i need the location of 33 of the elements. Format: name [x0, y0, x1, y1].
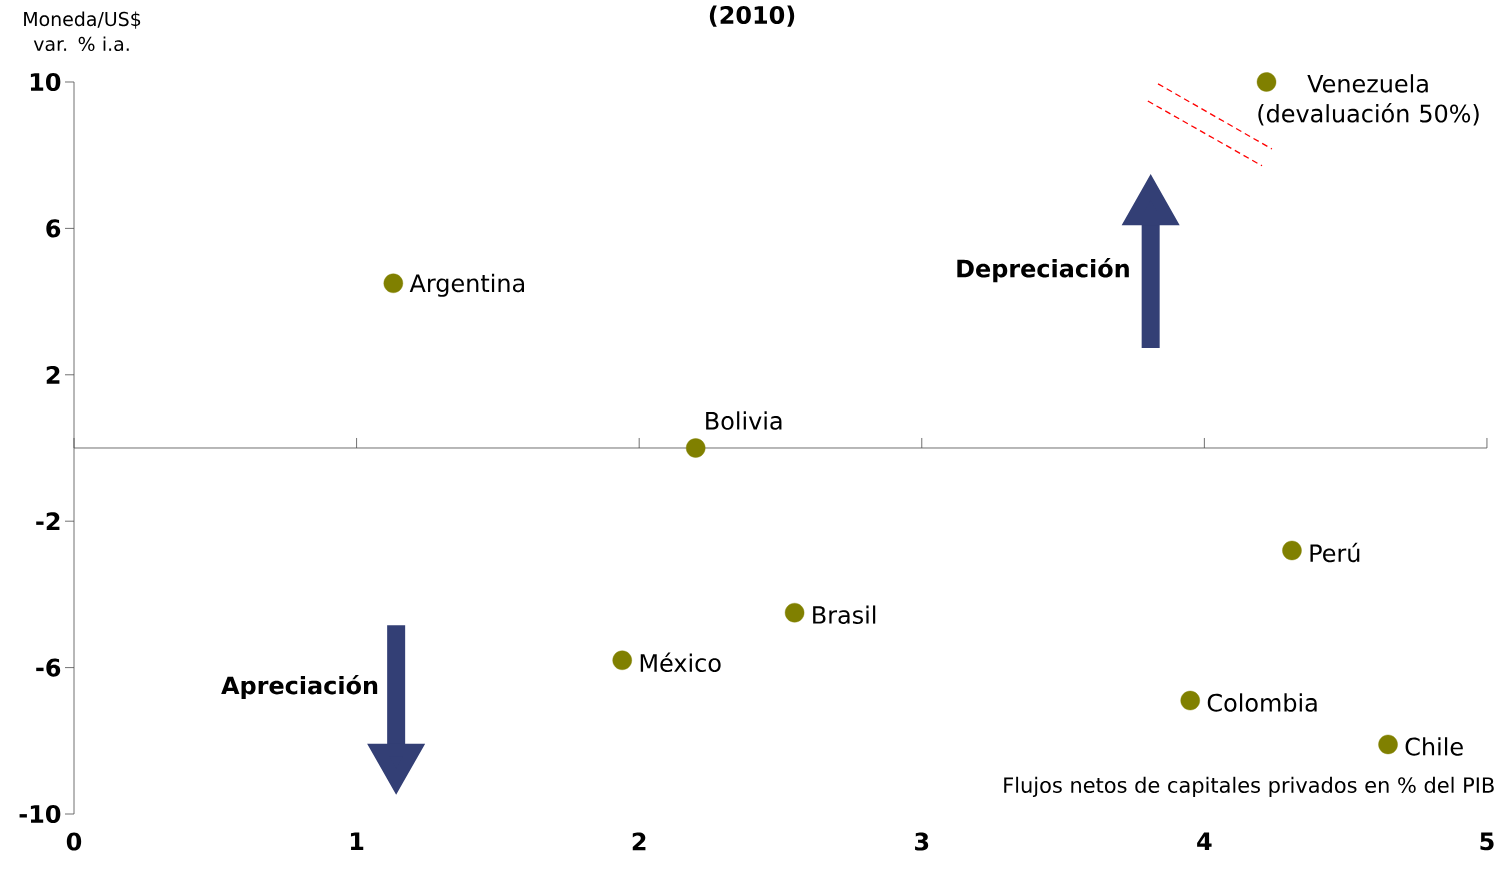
y-tick-label: 10: [30, 72, 61, 92]
point: [1256, 72, 1277, 92]
annotation: México: [640, 652, 721, 673]
annotation: Argentina: [409, 273, 525, 297]
annotation: Venezuela (devaluación 50%): [1258, 74, 1479, 126]
annotation: Colombia: [1207, 693, 1317, 712]
annotation: Bolivia: [706, 411, 782, 430]
point: [1282, 540, 1302, 561]
x-tick-label: 0: [66, 832, 82, 851]
point: [1378, 734, 1398, 755]
x-axis-title: Flujos netos de capitales privados en % del PIB: [1004, 776, 1494, 798]
y-tick-label: -6: [36, 658, 61, 677]
y-tick-label: 2: [46, 365, 60, 384]
annotation: Chile: [1405, 737, 1463, 756]
y-axis-title: Moneda/US$ var. % i.a.: [24, 11, 141, 52]
x-tick-label: 5: [1480, 832, 1494, 851]
point: [686, 438, 706, 458]
annotation: Depreciación: [957, 258, 1129, 283]
chart-title: (2010): [709, 5, 795, 27]
y-tick-label: -2: [36, 512, 60, 531]
annotation: Brasil: [813, 605, 876, 624]
x-tick-label: 4: [1197, 832, 1212, 850]
annotation: Perú: [1310, 542, 1360, 563]
x-tick-label: 2: [632, 832, 646, 851]
x-tick-label: 1: [350, 832, 364, 850]
y-tick-label: -10: [19, 804, 61, 824]
point: [612, 650, 632, 670]
x-tick-label: 3: [915, 832, 929, 851]
annotation: Apreciación: [221, 674, 378, 700]
point: [383, 273, 404, 293]
point: [784, 603, 805, 623]
y-tick-label: 6: [46, 219, 61, 238]
point: [1180, 690, 1200, 711]
